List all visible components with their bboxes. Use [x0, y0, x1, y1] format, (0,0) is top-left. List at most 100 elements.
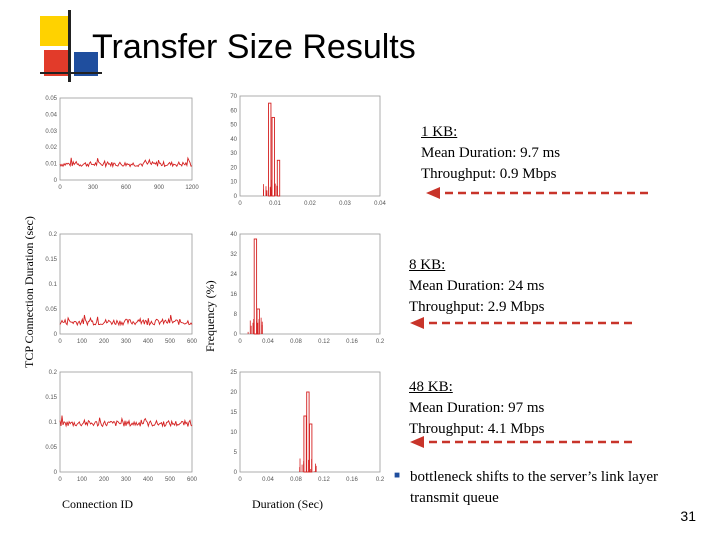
- bullet-square-icon: ■: [394, 470, 401, 481]
- y-tick-label: 0.1: [49, 420, 58, 426]
- duration-series-line: [59, 415, 193, 428]
- x-tick-label: 0.01: [269, 201, 281, 207]
- result-8kb: 8 KB: Mean Duration: 24 ms Throughput: 2…: [409, 255, 544, 318]
- chart-panel-3: 0.2 0.15 0.1 0.05 00 100 200 300 400 500 600: [45, 232, 197, 345]
- chart-panel-2: 70 60 50 40 30 20 10 00 0.01 0.02 0.03 0.04: [230, 94, 386, 207]
- x-tick-label: 200: [99, 477, 110, 483]
- x-tick-label: 400: [143, 477, 154, 483]
- y-tick-label: 40: [230, 137, 237, 143]
- y-tick-label: 0.15: [45, 395, 57, 401]
- x-tick-label: 300: [88, 185, 99, 191]
- y-tick-label: 0: [234, 194, 238, 200]
- histogram-bar: [303, 415, 307, 473]
- result-1kb-head: 1 KB:: [421, 124, 458, 140]
- y-tick-label: 0.15: [45, 257, 57, 263]
- y-tick-label: 0.03: [45, 129, 57, 135]
- y-tick-label: 0: [54, 178, 58, 184]
- y-tick-label: 70: [230, 94, 237, 100]
- histogram-bar: [271, 116, 275, 197]
- chart-panel-4: 40 32 24 16 8 00 0.04 0.08 0.12 0.16 0.2: [230, 232, 385, 345]
- bullet-text: bottleneck shifts to the server’s link l…: [410, 469, 658, 506]
- x-tick-label: 0.12: [318, 339, 330, 345]
- x-tick-label: 0.16: [346, 477, 358, 483]
- x-tick-label: 0.08: [290, 477, 302, 483]
- x-tick-label: 0: [238, 477, 242, 483]
- y-tick-label: 15: [230, 410, 237, 416]
- x-tick-label: 200: [99, 339, 110, 345]
- result-8kb-duration: Mean Duration: 24 ms: [409, 278, 545, 294]
- duration-series-line: [59, 314, 193, 327]
- y-tick-label: 0: [54, 332, 58, 338]
- x-tick-label: 500: [165, 477, 176, 483]
- y-tick-label: 24: [230, 272, 237, 278]
- x-tick-label: 0.04: [262, 339, 274, 345]
- result-1kb-throughput: Throughput: 0.9 Mbps: [421, 166, 557, 182]
- y-tick-label: 32: [230, 252, 237, 258]
- x-tick-label: 0: [238, 339, 242, 345]
- result-1kb: 1 KB: Mean Duration: 9.7 ms Throughput: …: [421, 122, 560, 185]
- histogram-bar: [276, 159, 281, 197]
- y-tick-label: 0.2: [49, 232, 58, 238]
- chart-panel-6: 25 20 15 10 5 00 0.04 0.08 0.12 0.16 0.2: [230, 370, 385, 483]
- corner-horizontal-bar: [40, 72, 102, 74]
- arrow-8kb: [410, 317, 632, 329]
- x-tick-label: 400: [143, 339, 154, 345]
- result-48kb-duration: Mean Duration: 97 ms: [409, 400, 545, 416]
- y-tick-label: 50: [230, 123, 237, 129]
- slide-title: Transfer Size Results: [92, 28, 416, 66]
- chart-frame: [239, 233, 381, 335]
- result-8kb-head: 8 KB:: [409, 257, 446, 273]
- x-axis-left-label: Connection ID: [62, 497, 133, 511]
- y-tick-label: 20: [230, 390, 237, 396]
- x-tick-label: 0.16: [346, 339, 358, 345]
- x-tick-label: 0: [58, 339, 62, 345]
- x-tick-label: 0.2: [376, 339, 385, 345]
- corner-vertical-bar: [68, 10, 71, 82]
- y-tick-label: 0.05: [45, 307, 57, 313]
- x-tick-label: 300: [121, 477, 132, 483]
- corner-yellow-square: [40, 16, 70, 46]
- y-tick-label: 40: [230, 232, 237, 238]
- y-tick-label: 0.05: [45, 445, 57, 451]
- y-tick-label: 0.1: [49, 282, 58, 288]
- x-tick-label: 500: [165, 339, 176, 345]
- x-tick-label: 100: [77, 339, 88, 345]
- y-tick-label: 0: [54, 470, 58, 476]
- y-tick-label: 0.2: [49, 370, 58, 376]
- x-tick-label: 0: [58, 477, 62, 483]
- y-tick-label: 0.02: [45, 145, 57, 151]
- y-tick-label: 16: [230, 292, 237, 298]
- chart-panel-1: 0.05 0.04 0.03 0.02 0.01 00 300 600 900 1200: [45, 96, 199, 191]
- x-tick-label: 0.2: [376, 477, 385, 483]
- y-tick-label: 0.05: [45, 96, 57, 102]
- result-48kb-head: 48 KB:: [409, 379, 453, 395]
- x-tick-label: 0.04: [262, 477, 274, 483]
- x-tick-label: 0.08: [290, 339, 302, 345]
- x-tick-label: 0.03: [339, 201, 351, 207]
- y-tick-label: 0: [234, 470, 238, 476]
- x-tick-label: 900: [154, 185, 165, 191]
- y-tick-label: 0: [234, 332, 238, 338]
- chart-frame: [239, 95, 381, 197]
- page-number: 31: [680, 508, 696, 524]
- x-tick-label: 0.02: [304, 201, 316, 207]
- y-tick-label: 60: [230, 108, 237, 114]
- x-axis-right-label: Duration (Sec): [252, 497, 323, 511]
- x-tick-label: 600: [187, 477, 198, 483]
- result-48kb: 48 KB: Mean Duration: 97 ms Throughput: …: [409, 377, 544, 440]
- arrow-1kb: [426, 187, 648, 199]
- chart-frame: [59, 97, 193, 181]
- histogram-bar: [253, 238, 258, 335]
- y-tick-label: 10: [230, 180, 237, 186]
- y-tick-label: 0.01: [45, 162, 57, 168]
- x-tick-label: 0.04: [374, 201, 386, 207]
- chart-frame: [239, 371, 381, 473]
- chart-panel-5: 0.2 0.15 0.1 0.05 00 100 200 300 400 500 600: [45, 370, 197, 483]
- x-tick-label: 0.12: [318, 477, 330, 483]
- corner-red-square: [44, 50, 70, 76]
- result-1kb-duration: Mean Duration: 9.7 ms: [421, 145, 561, 161]
- x-tick-label: 0: [58, 185, 62, 191]
- y-tick-label: 10: [230, 430, 237, 436]
- x-tick-label: 600: [121, 185, 132, 191]
- y-tick-label: 8: [234, 312, 238, 318]
